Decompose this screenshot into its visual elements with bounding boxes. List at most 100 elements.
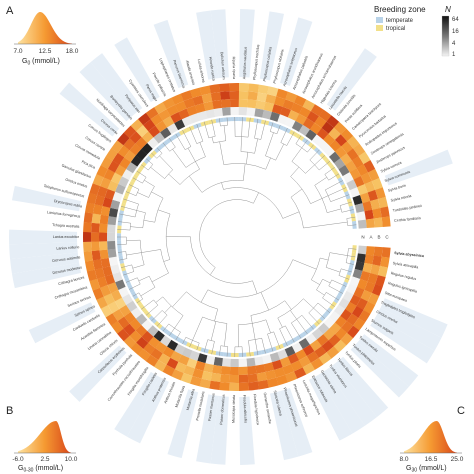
panel-c-tick-0: 8.0	[399, 456, 408, 463]
heatmap-cell-C	[285, 371, 298, 383]
heatmap-cell-B	[112, 308, 125, 322]
heatmap-cell-C	[358, 309, 371, 323]
tree-branch	[347, 255, 356, 258]
tree-branch	[291, 147, 302, 162]
heatmap-cell-A	[99, 214, 109, 225]
heatmap-cell-A	[349, 168, 361, 180]
heatmap-cell-C	[111, 140, 124, 153]
zone-wedge	[153, 19, 189, 89]
heatmap-cell-C	[86, 269, 98, 282]
legend-n-tick-1: 1	[452, 52, 456, 58]
zone-wedge	[114, 37, 160, 103]
tree-branch	[138, 292, 143, 300]
heatmap-cell-N	[189, 350, 200, 361]
tree-branch	[143, 220, 155, 223]
heatmap-cell-A	[221, 99, 231, 108]
tree-branch	[346, 218, 348, 226]
heatmap-cell-B	[174, 101, 187, 113]
heatmap-cell-N	[311, 328, 324, 340]
heatmap-cell-N	[110, 199, 121, 210]
panel-b-xlabel-unit: (mmol/L)	[33, 465, 63, 472]
zone-wedge	[196, 10, 219, 80]
tree-branch	[319, 160, 331, 171]
heatmap-cell-A	[295, 349, 307, 361]
species-label: Alauda arvensis	[185, 60, 196, 86]
heatmap-cell-C	[137, 348, 151, 362]
tree-branch	[207, 259, 294, 298]
tree-branch	[267, 333, 274, 352]
panel-c-tick-2: 25.0	[451, 456, 464, 463]
tree-branch	[175, 331, 181, 341]
heatmap-cell-A	[107, 282, 119, 294]
heatmap-cell-B	[92, 259, 103, 270]
heatmap-cell-A	[229, 366, 239, 375]
heatmap-cell-B	[192, 95, 204, 106]
heatmap-cell-N	[181, 115, 193, 127]
heatmap-cell-N	[166, 339, 179, 351]
heatmap-cell-C	[219, 382, 230, 391]
heatmap-cell-A	[238, 366, 248, 375]
heatmap-cell-C	[145, 354, 159, 367]
heatmap-cell-C	[199, 85, 211, 96]
species-label: Tchagra australis	[52, 223, 80, 229]
zone-wedge	[239, 396, 255, 465]
heatmap-cell-A	[178, 354, 190, 366]
tree-branch	[277, 317, 283, 328]
zone-wedge	[79, 62, 135, 122]
heatmap-cell-N	[338, 297, 350, 310]
tree-branch	[290, 310, 297, 320]
zone-wedge	[239, 9, 255, 78]
heatmap-cell-C	[180, 372, 193, 384]
heatmap-cell-C	[199, 378, 211, 389]
heatmap-cell-A	[102, 197, 113, 208]
heatmap-cell-N	[121, 293, 133, 305]
heatmap-cell-B	[91, 213, 101, 224]
heatmap-cell-N	[153, 132, 165, 144]
species-label: Turdoides jardineii	[392, 204, 422, 213]
panel-a-xlabel: G0 (mmol/L)	[22, 58, 60, 67]
zone-wedge	[280, 17, 313, 86]
heatmap-cell-N	[230, 358, 239, 367]
heatmap-cell-A	[279, 106, 292, 118]
tree-branch	[120, 206, 137, 211]
heatmap-cell-N	[126, 300, 138, 312]
tree-branch	[117, 243, 127, 245]
heatmap-cell-N	[357, 245, 367, 255]
heatmap-cell-B	[274, 96, 286, 107]
heatmap-cell-A	[148, 336, 161, 349]
tree-branch	[252, 280, 258, 294]
tree-branch	[174, 315, 184, 329]
legend-temperate-label: temperate	[386, 18, 414, 24]
heatmap-cell-B	[192, 368, 204, 379]
heatmap-cell-A	[295, 113, 307, 125]
tree-branch	[175, 133, 186, 150]
species-label: Pica pica	[81, 160, 96, 170]
zone-wedge	[90, 53, 143, 115]
heatmap-cell-C	[371, 284, 383, 297]
tree-branch	[291, 322, 302, 339]
species-label: Certhia familiaris	[394, 216, 421, 223]
tree-branch	[338, 268, 342, 276]
tree-branch	[199, 142, 206, 157]
heatmap-cell-C	[375, 187, 386, 200]
legend-n-tick-4: 4	[452, 41, 456, 47]
heatmap-cell-A	[155, 341, 168, 354]
tree-branch	[246, 152, 249, 165]
tree-branch	[148, 186, 155, 198]
heatmap-cell-N	[118, 176, 130, 188]
heatmap-cell-C	[266, 377, 279, 388]
heatmap-cell-C	[371, 178, 383, 191]
panel-b: B -6.0 2.5 10.0 G0-30 (mmol/L)	[6, 405, 78, 474]
species-label: Saxicola rubetra	[273, 390, 283, 416]
species-label: Acrocephalus schoenobaenus	[311, 55, 338, 99]
tree-branch	[139, 240, 145, 265]
heatmap-cell-B	[92, 204, 103, 215]
heatmap-cell-A	[365, 218, 375, 229]
heatmap-cell-N	[298, 337, 310, 350]
species-label: Prunella modularis	[195, 391, 205, 421]
heatmap-cell-N	[107, 215, 117, 226]
panel-a-letter: A	[6, 5, 14, 17]
heatmap-cell-B	[158, 109, 171, 121]
panel-a-xlabel-sub: 0	[27, 61, 30, 67]
tree-branch	[117, 229, 131, 231]
